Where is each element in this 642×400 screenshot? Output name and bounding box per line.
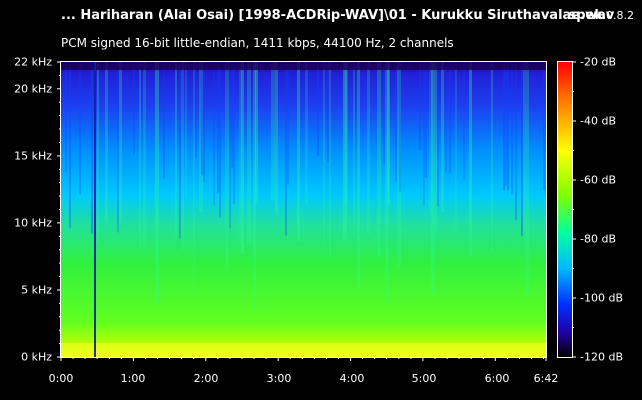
freq-label-0: 0 kHz	[21, 350, 52, 364]
time-label-3: 3:00	[266, 372, 292, 385]
app-version: 0.8.2	[606, 9, 634, 22]
spectrogram-bands	[65, 62, 547, 312]
time-label-0: 0:00	[48, 372, 74, 385]
spectrogram-bottom-band	[61, 343, 546, 357]
spectrogram-base	[61, 62, 546, 357]
title-text: ... Hariharan (Alai Osai) [1998-ACDRip-W…	[61, 8, 615, 23]
app-name: spek	[568, 8, 603, 23]
app-label: spek 0.8.2	[568, 8, 634, 23]
time-label-1: 1:00	[120, 372, 146, 385]
spectrogram-top-band	[61, 62, 546, 70]
time-label-6: 6:00	[484, 372, 510, 385]
time-label-4: 4:00	[339, 372, 365, 385]
silence-line	[94, 62, 96, 357]
freq-label-15: 15 kHz	[14, 149, 52, 163]
time-label-end: 6:42	[533, 372, 559, 385]
db-label-40: -40 dB	[580, 114, 616, 128]
db-label-80: -80 dB	[580, 232, 616, 246]
freq-label-20: 20 kHz	[14, 82, 52, 96]
db-label-20: -20 dB	[580, 55, 616, 69]
db-label-100: -100 dB	[580, 291, 623, 305]
time-label-2: 2:00	[193, 372, 219, 385]
frequency-ticks	[57, 61, 61, 358]
freq-label-10: 10 kHz	[14, 216, 52, 230]
audio-info: PCM signed 16-bit little-endian, 1411 kb…	[61, 36, 454, 50]
db-colorbar	[558, 62, 572, 357]
freq-label-22: 22 kHz	[14, 55, 52, 69]
db-label-120: -120 dB	[580, 350, 623, 364]
time-ticks	[60, 357, 547, 361]
db-ticks	[572, 61, 576, 358]
time-label-5: 5:00	[411, 372, 437, 385]
freq-label-5: 5 kHz	[21, 283, 52, 297]
db-label-60: -60 dB	[580, 173, 616, 187]
